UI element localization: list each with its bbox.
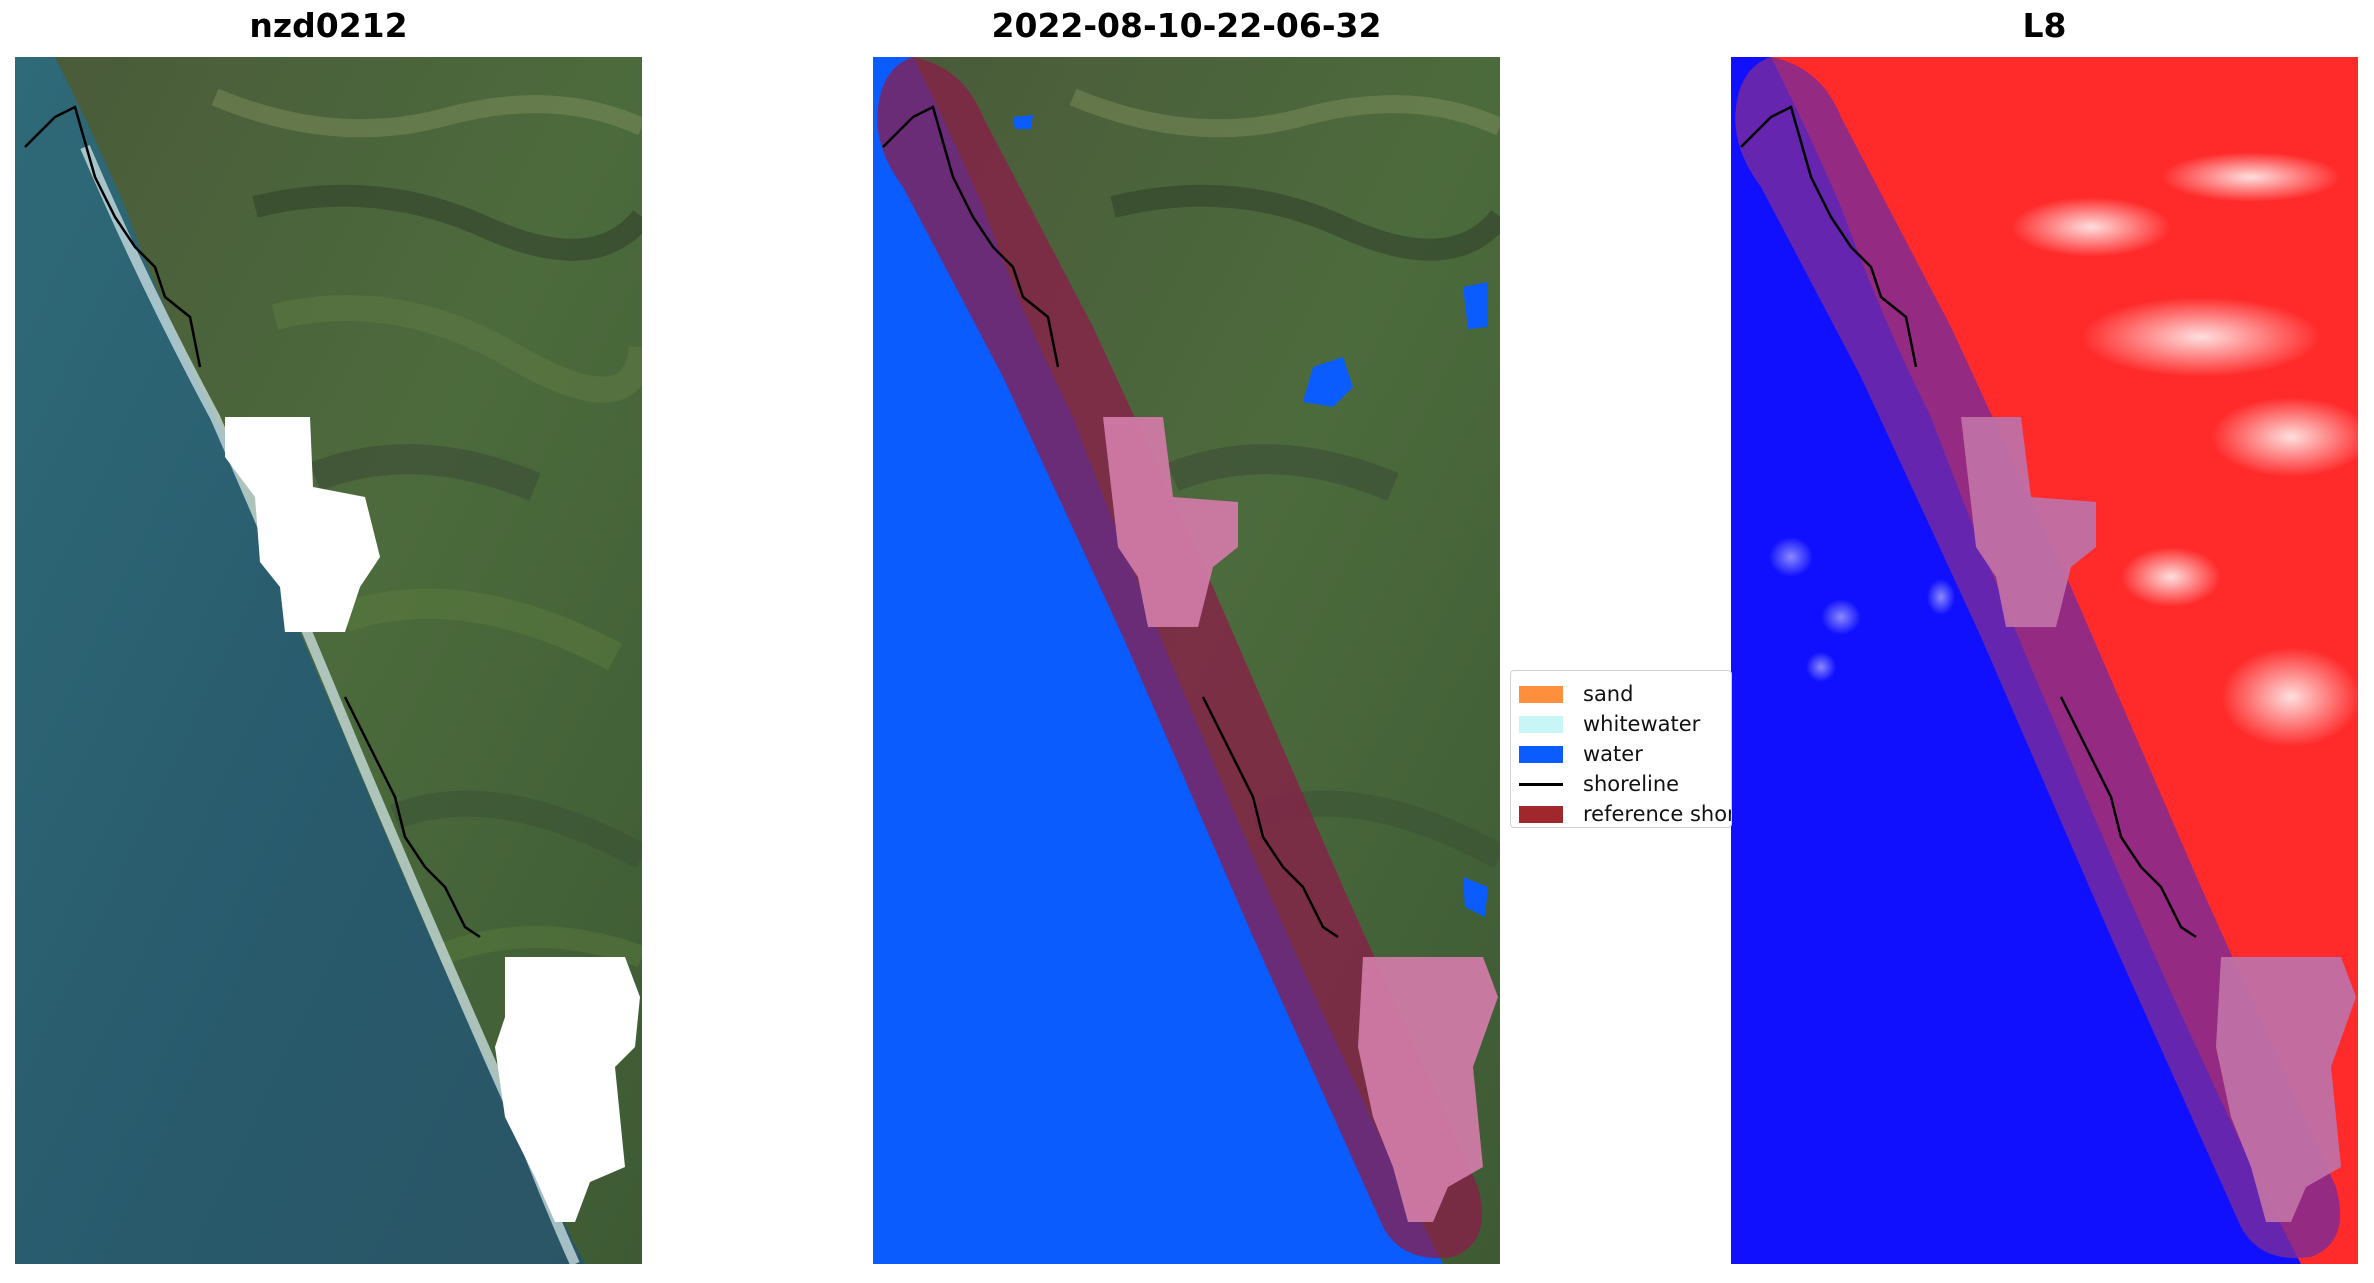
- classified-image: [873, 57, 1500, 1264]
- legend-item-shoreline: shoreline: [1519, 771, 1679, 797]
- rgb-satellite-image: [15, 57, 642, 1264]
- legend-label-water: water: [1583, 742, 1643, 766]
- legend-item-water: water: [1519, 741, 1643, 767]
- legend-swatch-sand: [1519, 685, 1563, 703]
- panel-title-rgb: nzd0212: [249, 6, 408, 45]
- panel-title-index: L8: [2022, 6, 2067, 45]
- legend-item-sand: sand: [1519, 681, 1633, 707]
- panel-title-classified: 2022-08-10-22-06-32: [991, 6, 1382, 45]
- legend-label-reference-shoreline-buffer: reference shoreline buffer: [1583, 802, 1732, 826]
- legend-swatch-reference-shoreline-buffer: [1519, 805, 1563, 823]
- legend-label-shoreline: shoreline: [1583, 772, 1680, 796]
- legend: sand whitewater water shoreline referenc…: [1510, 670, 1732, 828]
- legend-item-reference-shoreline-buffer: reference shoreline buffer: [1519, 801, 1732, 827]
- legend-label-sand: sand: [1583, 682, 1634, 706]
- index-image: [1731, 57, 2358, 1264]
- legend-line-shoreline: [1519, 782, 1563, 786]
- legend-label-whitewater: whitewater: [1583, 712, 1701, 736]
- legend-item-whitewater: whitewater: [1519, 711, 1700, 737]
- legend-swatch-whitewater: [1519, 715, 1563, 733]
- legend-swatch-water: [1519, 745, 1563, 763]
